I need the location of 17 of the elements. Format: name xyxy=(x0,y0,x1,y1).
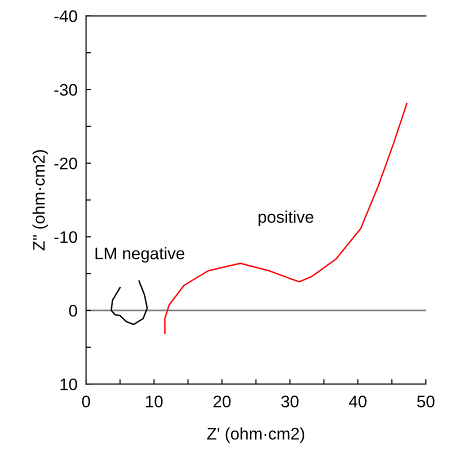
x-tick-label: 0 xyxy=(82,396,90,408)
y-tick-label: -20 xyxy=(54,158,78,170)
y-tick-label: -30 xyxy=(54,84,78,96)
y-tick-label: -10 xyxy=(54,231,78,244)
x-tick-label: 40 xyxy=(348,396,366,408)
y-tick-label: 10 xyxy=(60,378,78,390)
text: positive xyxy=(258,210,314,226)
series-label: LM negative xyxy=(96,247,184,263)
y-axis-title: Z'' (ohm·cm2) xyxy=(32,150,48,250)
x-tick-label: 50 xyxy=(417,396,434,408)
x-tick-label: 20 xyxy=(214,396,231,408)
x-tick-label: 30 xyxy=(281,396,299,408)
x-tick-label: 10 xyxy=(146,396,163,408)
y-tick-label: 0 xyxy=(69,304,78,317)
y-tick-label: -40 xyxy=(54,10,78,22)
line-series xyxy=(110,280,148,326)
x-axis-title: Z' (ohm·cm2) xyxy=(207,427,304,443)
